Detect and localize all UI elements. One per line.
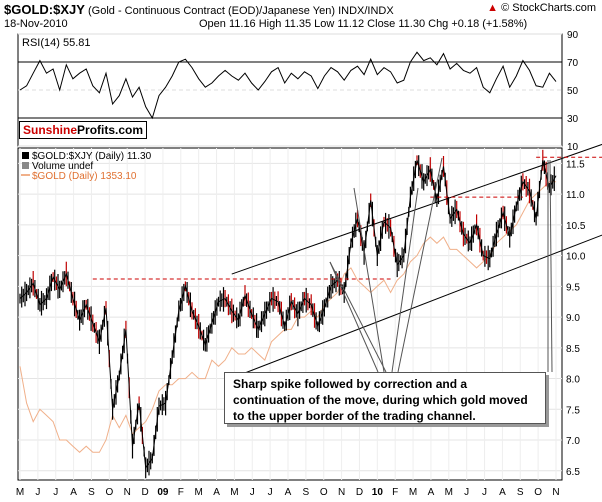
x-tick-label: M bbox=[194, 487, 202, 498]
watermark-logo: SunshineProfits.com bbox=[19, 121, 148, 139]
price-tick-label: 11.5 bbox=[566, 159, 585, 170]
price-y-axis: 6.5 7.0 7.5 8.0 8.5 9.0 9.5 10.0 10.5 11.0 11.5 bbox=[566, 159, 586, 477]
annotation-pointers bbox=[329, 157, 553, 373]
x-tick-label: J bbox=[482, 487, 487, 498]
x-tick-label: M bbox=[445, 487, 453, 498]
x-tick-label: M bbox=[16, 487, 24, 498]
price-tick-label: 9.5 bbox=[566, 282, 580, 293]
credit-triangle-icon: ▲ bbox=[487, 2, 499, 14]
watermark-part1: Sunshine bbox=[23, 123, 78, 137]
ohlc-summary: Open 11.16 High 11.35 Low 11.12 Close 11… bbox=[199, 18, 528, 30]
price-tick-label: 7.0 bbox=[566, 436, 580, 447]
rsi-tick-label: 10 bbox=[567, 142, 579, 153]
x-tick-label: O bbox=[105, 487, 113, 498]
x-tick-label: M bbox=[230, 487, 238, 498]
x-tick-label: F bbox=[392, 487, 398, 498]
price-tick-label: 6.5 bbox=[566, 467, 580, 478]
legend-gold: $GOLD (Daily) 1353.10 bbox=[32, 171, 137, 182]
x-tick-label: N bbox=[124, 487, 131, 498]
rsi-y-axis: 10 30 50 70 90 bbox=[567, 30, 579, 153]
gold-usd-line bbox=[19, 181, 556, 453]
price-legend: $GOLD:$XJY (Daily) 11.30 Volume undef $G… bbox=[21, 151, 152, 182]
x-tick-label: N bbox=[552, 487, 559, 498]
x-tick-label: A bbox=[499, 487, 506, 498]
price-bars bbox=[19, 149, 557, 479]
x-tick-label: 10 bbox=[372, 487, 384, 498]
channel-upper-line bbox=[231, 143, 602, 275]
chart-date: 18-Nov-2010 bbox=[4, 18, 68, 30]
price-tick-label: 11.0 bbox=[566, 190, 585, 201]
x-tick-label: J bbox=[53, 487, 58, 498]
rsi-label: RSI(14) 55.81 bbox=[22, 37, 90, 49]
x-tick-label: A bbox=[213, 487, 220, 498]
x-tick-label: O bbox=[320, 487, 328, 498]
rsi-grid bbox=[18, 33, 562, 147]
trend-channel bbox=[231, 143, 602, 376]
x-tick-label: M bbox=[409, 487, 417, 498]
x-tick-label: J bbox=[250, 487, 255, 498]
legend-xjy: $GOLD:$XJY (Daily) 11.30 bbox=[32, 151, 152, 162]
channel-lower-line bbox=[238, 234, 602, 376]
x-tick-label: S bbox=[517, 487, 524, 498]
price-tick-label: 9.0 bbox=[566, 313, 580, 324]
credit-text: © StockCharts.com bbox=[501, 2, 596, 14]
price-tick-label: 10.0 bbox=[566, 252, 586, 263]
x-tick-label: D bbox=[356, 487, 363, 498]
rsi-tick-label: 70 bbox=[567, 58, 579, 69]
x-tick-label: D bbox=[141, 487, 148, 498]
credit: ▲ © StockCharts.com bbox=[487, 2, 596, 14]
price-tick-label: 8.5 bbox=[566, 344, 580, 355]
x-tick-label: S bbox=[303, 487, 310, 498]
x-tick-label: A bbox=[70, 487, 77, 498]
rsi-tick-label: 90 bbox=[567, 30, 579, 41]
x-tick-label: F bbox=[178, 487, 184, 498]
rsi-line bbox=[19, 51, 557, 120]
x-tick-label: A bbox=[428, 487, 435, 498]
x-tick-label: N bbox=[338, 487, 345, 498]
rsi-tick-label: 50 bbox=[567, 86, 579, 97]
price-line bbox=[19, 160, 557, 470]
price-tick-label: 7.5 bbox=[566, 405, 580, 416]
annotation-box: Sharp spike followed by correction and a… bbox=[224, 372, 546, 424]
x-tick-label: J bbox=[464, 487, 469, 498]
symbol-description: (Gold - Continuous Contract (EOD)/Japane… bbox=[87, 5, 336, 17]
x-axis-labels: M J J A S O N D 09 F M A M J J A S O N D 10 F M A M J J A S O N bbox=[16, 487, 560, 498]
resistance-levels bbox=[92, 156, 602, 280]
x-tick-label: J bbox=[268, 487, 273, 498]
x-tick-label: J bbox=[35, 487, 40, 498]
x-tick-label: S bbox=[88, 487, 95, 498]
symbol: $GOLD:$XJY bbox=[4, 2, 85, 17]
price-tick-label: 8.0 bbox=[566, 375, 580, 386]
x-tick-label: A bbox=[285, 487, 292, 498]
rsi-tick-label: 30 bbox=[567, 114, 579, 125]
x-tick-label: O bbox=[534, 487, 542, 498]
price-tick-label: 10.5 bbox=[566, 221, 586, 232]
exchange: INDX/INDX bbox=[338, 5, 394, 17]
x-tick-label: 09 bbox=[157, 487, 169, 498]
legend-volume: Volume undef bbox=[32, 161, 93, 172]
watermark-part2: Profits.com bbox=[77, 123, 144, 137]
chart-header: $GOLD:$XJY (Gold - Continuous Contract (… bbox=[4, 2, 394, 17]
